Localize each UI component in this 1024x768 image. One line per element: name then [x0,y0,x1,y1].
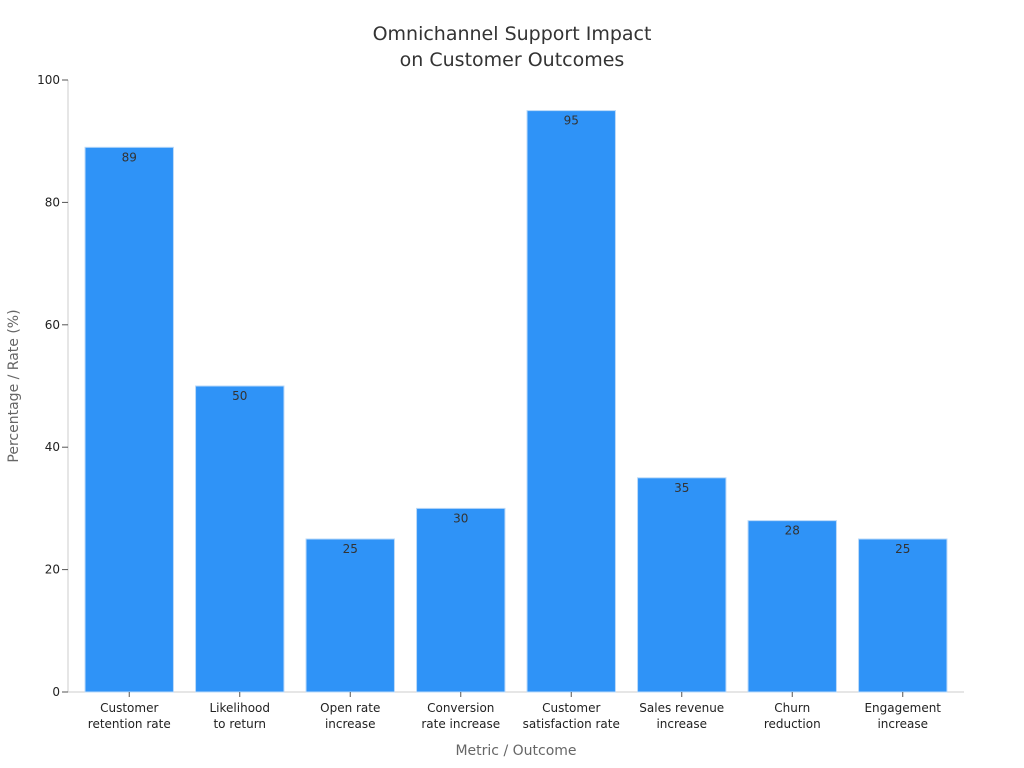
x-tick-label: Sales revenue [639,701,724,715]
bar [84,146,174,693]
bars-group: 89 50 25 30 95 35 28 25 [84,110,948,693]
x-tick-label: rate increase [421,717,500,731]
x-axis-title: Metric / Outcome [455,743,576,759]
x-tick-label: Open rate [320,701,380,715]
y-tick-label: 60 [45,318,60,332]
x-tick-label: increase [877,717,928,731]
bar-value-label: 25 [895,542,910,556]
bar-value-label: 89 [122,150,137,164]
bar-value-label: 25 [343,542,358,556]
bar [305,538,395,693]
x-tick-label: Customer [542,701,600,715]
bar-value-label: 30 [453,511,468,525]
y-axis-ticks: 0 20 40 60 80 100 [37,73,68,699]
bar [858,538,948,693]
bar-value-label: 50 [232,389,247,403]
chart-title-line-1: Omnichannel Support Impact [373,23,652,45]
y-tick-label: 40 [45,440,60,454]
bar-value-label: 95 [564,114,579,128]
x-tick-label: Engagement [864,701,941,715]
y-tick-label: 0 [52,685,60,699]
bar [526,110,616,693]
x-tick-label: retention rate [88,717,171,731]
x-tick-label: Customer [100,701,158,715]
x-tick-label: Conversion [427,701,494,715]
bar [416,507,506,693]
x-tick-label: to return [213,717,266,731]
x-tick-label: Likelihood [210,701,271,715]
x-axis-tick-labels: Customer retention rate Likelihood to retur… [88,692,941,731]
y-tick-label: 20 [45,563,60,577]
chart-title-line-2: on Customer Outcomes [400,49,625,71]
bar-value-label: 28 [785,524,800,538]
bar [747,520,837,693]
y-axis-title: Percentage / Rate (%) [6,309,22,462]
bar [195,385,285,693]
x-tick-label: increase [656,717,707,731]
x-tick-label: reduction [764,717,821,731]
y-tick-label: 80 [45,195,60,209]
bar-value-label: 35 [674,481,689,495]
x-tick-label: Churn [774,701,810,715]
y-tick-label: 100 [37,73,60,87]
bar [637,477,727,693]
x-tick-label: satisfaction rate [523,717,620,731]
x-tick-label: increase [325,717,376,731]
